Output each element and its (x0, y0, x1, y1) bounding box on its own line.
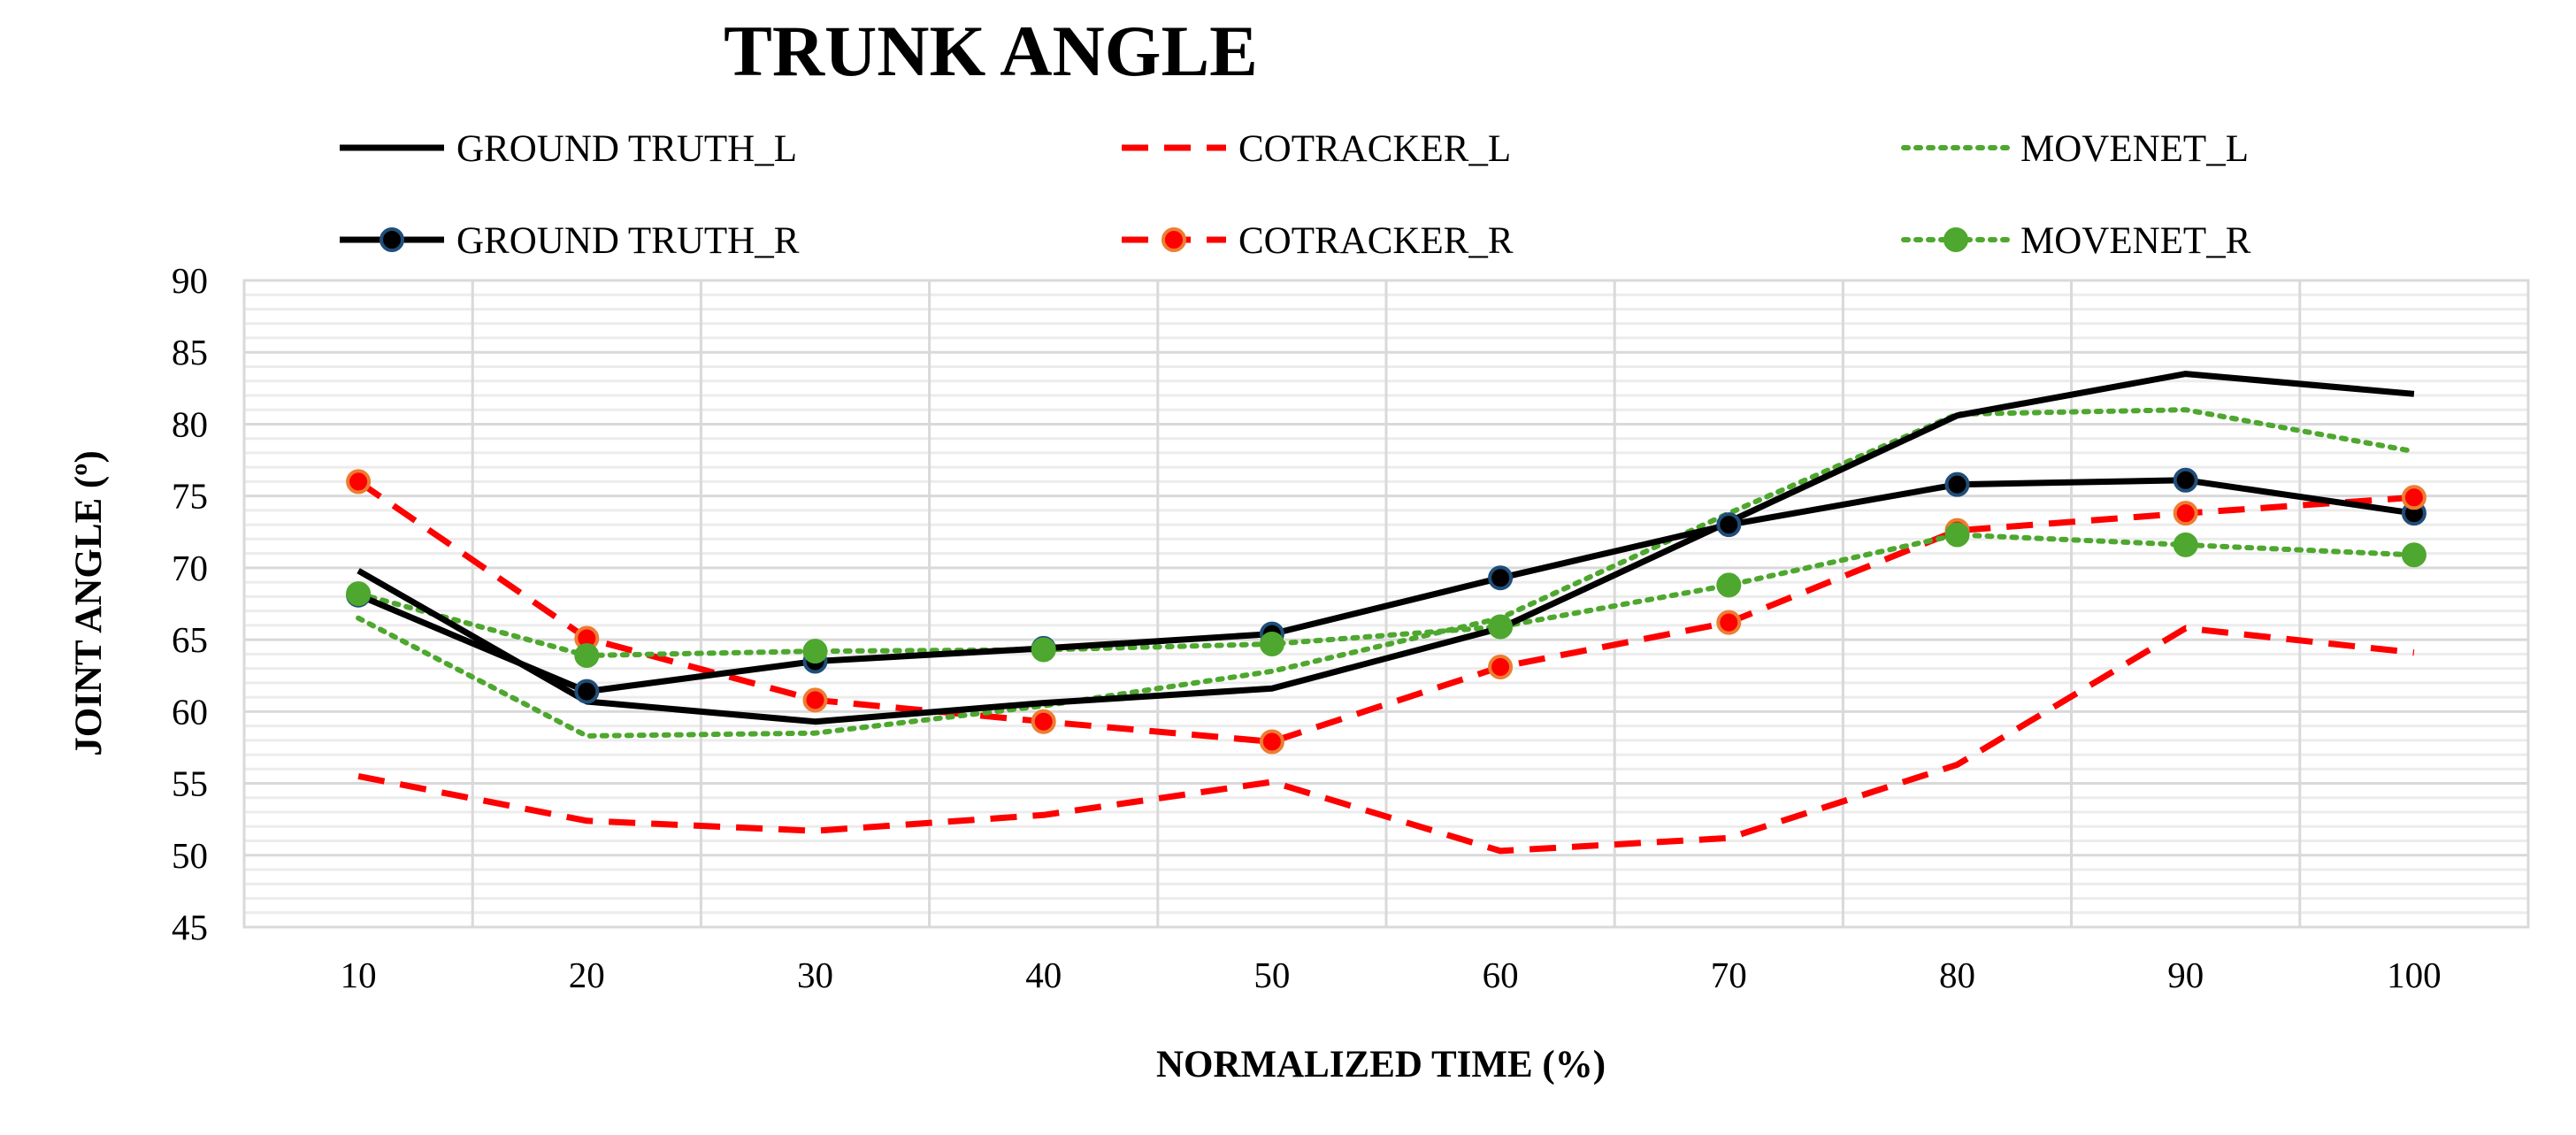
y-tick-label: 45 (172, 907, 208, 947)
chart-legend: GROUND TRUTH_L COTRACKER_L MOVENET_L GROUND… (340, 128, 2251, 262)
legend-label: MOVENET_L (2020, 128, 2249, 170)
data-point-movenet-r (1488, 614, 1514, 640)
y-tick-label: 90 (172, 260, 208, 301)
chart-axes: 45 50 55 60 65 70 75 80 85 90 10 20 30 40 50 60 70 80 90 10… (172, 260, 2442, 995)
x-tick-label: 50 (1254, 955, 1290, 995)
series-line-movenet-l (356, 407, 2417, 739)
data-point-ground-truth-r (1716, 512, 1742, 538)
y-tick-label: 80 (172, 403, 208, 444)
legend-swatch-marker (1944, 227, 1968, 252)
data-point-cotracker-r (2401, 485, 2426, 510)
data-point-cotracker-r (1259, 729, 1284, 755)
data-point-cotracker-r (1716, 610, 1742, 635)
data-point-cotracker-r (802, 687, 828, 713)
data-point-movenet-r (1716, 572, 1742, 598)
data-point-ground-truth-r (2173, 467, 2198, 493)
data-point-movenet-r (574, 642, 600, 668)
series-line-cotracker-r (356, 479, 2415, 745)
x-tick-label: 100 (2387, 955, 2442, 995)
series-line-ground-truth-r (356, 477, 2415, 695)
y-tick-label: 60 (172, 691, 208, 732)
data-point-cotracker-r (2173, 501, 2198, 526)
data-point-ground-truth-r (1944, 472, 1970, 497)
y-tick-label: 70 (172, 548, 208, 588)
y-axis-title: JOINT ANGLE (º) (68, 450, 110, 756)
data-point-movenet-r (802, 639, 828, 664)
plot-area-border (242, 279, 2530, 929)
legend-swatch-marker (1162, 227, 1186, 252)
legend-label: COTRACKER_R (1238, 220, 1514, 262)
data-point-cotracker-r (1488, 654, 1514, 679)
data-point-movenet-r (346, 581, 372, 607)
x-tick-label: 10 (341, 955, 377, 995)
chart-title: TRUNK ANGLE (724, 11, 1258, 91)
y-tick-label: 50 (172, 835, 208, 876)
x-tick-label: 80 (1939, 955, 1975, 995)
data-point-cotracker-r (346, 469, 372, 495)
data-point-movenet-r (1944, 522, 1970, 548)
data-point-movenet-r (1259, 631, 1284, 656)
chart-markers (346, 467, 2426, 755)
x-tick-label: 40 (1025, 955, 1062, 995)
data-point-cotracker-r (1031, 709, 1056, 734)
series-line-cotracker-l (357, 625, 2415, 855)
data-point-movenet-r (2401, 542, 2426, 568)
y-tick-label: 75 (172, 476, 208, 517)
legend-label: GROUND TRUTH_L (456, 128, 797, 170)
data-point-ground-truth-r (1488, 565, 1514, 591)
data-point-movenet-r (2173, 532, 2198, 557)
legend-label: COTRACKER_L (1238, 128, 1511, 170)
data-point-ground-truth-r (574, 679, 600, 704)
chart-series (356, 371, 2417, 855)
x-tick-label: 60 (1483, 955, 1519, 995)
x-tick-label: 20 (569, 955, 605, 995)
y-tick-label: 55 (172, 763, 208, 804)
series-line-movenet-r (356, 532, 2417, 658)
y-tick-label: 65 (172, 619, 208, 660)
legend-label: MOVENET_R (2020, 220, 2251, 262)
data-point-movenet-r (1031, 637, 1056, 663)
y-tick-label: 85 (172, 332, 208, 372)
legend-swatch-marker (380, 227, 404, 252)
legend-label: GROUND TRUTH_R (456, 220, 800, 262)
x-tick-label: 70 (1711, 955, 1747, 995)
chart-gridlines (242, 279, 2530, 929)
x-axis-title: NORMALIZED TIME (%) (1156, 1044, 1606, 1085)
x-tick-label: 30 (797, 955, 833, 995)
x-tick-label: 90 (2167, 955, 2204, 995)
series-line-ground-truth-l (356, 371, 2415, 725)
